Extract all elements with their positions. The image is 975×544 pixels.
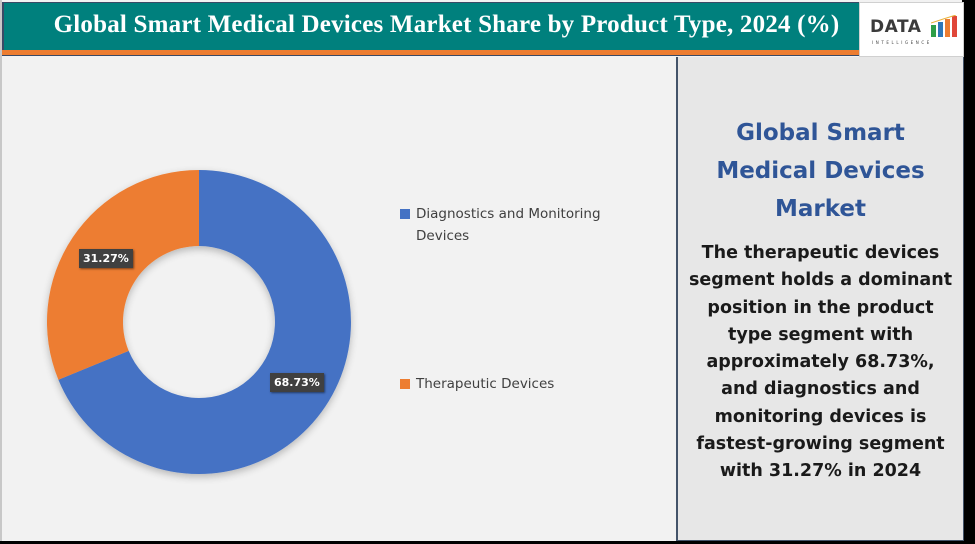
summary-panel: Global Smart Medical Devices Market The … (676, 57, 964, 541)
datam-intelligence-logo: DATA INTELLIGENCE (859, 2, 964, 57)
logo-subtext: INTELLIGENCE (872, 40, 932, 45)
legend-label: Diagnostics and Monitoring Devices (416, 206, 601, 244)
header-accent-stripe (2, 50, 859, 56)
panel-summary-text: The therapeutic devices segment holds a … (688, 243, 953, 482)
donut-chart-area: 68.73% 31.27% Diagnostics and Monitoring… (4, 57, 676, 541)
chart-title: Global Smart Medical Devices Market Shar… (53, 11, 840, 38)
logo-text: DATA (870, 17, 922, 37)
donut-slice-diagnostics[interactable] (58, 170, 351, 474)
legend-item-diagnostics[interactable]: Diagnostics and Monitoring Devices (400, 203, 630, 247)
header-banner: Global Smart Medical Devices Market Shar… (2, 2, 859, 50)
bar-chart-logo-icon (931, 15, 957, 37)
data-label-therapeutic: 31.27% (79, 249, 133, 268)
donut-chart (46, 170, 351, 474)
legend-label: Therapeutic Devices (416, 376, 555, 392)
panel-title: Global Smart Medical Devices Market (716, 120, 925, 222)
donut-slice-therapeutic[interactable] (46, 170, 200, 380)
legend-item-therapeutic[interactable]: Therapeutic Devices (400, 373, 554, 395)
data-label-diagnostics: 68.73% (270, 373, 324, 392)
legend-swatch-blue-icon (400, 209, 410, 219)
legend-swatch-orange-icon (400, 379, 410, 389)
